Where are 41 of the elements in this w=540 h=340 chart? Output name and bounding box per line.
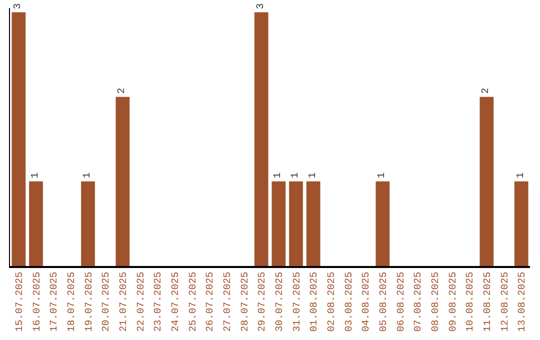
x-tick-label: 01.08.2025 xyxy=(310,272,321,332)
data-label: 1 xyxy=(290,172,302,178)
x-tick-label: 27.07.2025 xyxy=(222,272,234,332)
data-label: 1 xyxy=(30,172,42,178)
data-label: 2 xyxy=(481,88,492,94)
x-tick-label: 15.07.2025 xyxy=(14,272,26,332)
data-label: 1 xyxy=(273,172,284,178)
x-tick-label: 22.07.2025 xyxy=(136,272,148,332)
x-tick-label: 23.07.2025 xyxy=(154,272,165,332)
x-tick-label: 26.07.2025 xyxy=(206,272,217,332)
data-label: 1 xyxy=(377,172,388,178)
x-tick-label: 19.07.2025 xyxy=(84,272,96,332)
x-tick-label: 06.08.2025 xyxy=(396,272,408,332)
x-tick-label: 20.07.2025 xyxy=(102,272,113,332)
data-label: 1 xyxy=(516,172,527,178)
x-tick-label: 03.08.2025 xyxy=(344,272,356,332)
data-label: 1 xyxy=(308,172,319,178)
x-tick-label: 30.07.2025 xyxy=(274,272,286,332)
x-tick-label: 02.08.2025 xyxy=(326,272,338,332)
x-tick-label: 10.08.2025 xyxy=(466,272,477,332)
x-tick-label: 08.08.2025 xyxy=(430,272,442,332)
x-tick-label: 21.07.2025 xyxy=(118,272,130,332)
x-tick-label: 25.07.2025 xyxy=(188,272,200,332)
x-tick-label: 18.07.2025 xyxy=(66,272,78,332)
x-tick-label: 29.07.2025 xyxy=(258,272,269,332)
x-tick-label: 09.08.2025 xyxy=(448,272,460,332)
x-tick-label: 17.07.2025 xyxy=(50,272,61,332)
x-tick-label: 11.08.2025 xyxy=(482,272,494,332)
x-tick-label: 07.08.2025 xyxy=(414,272,425,332)
x-tick-label: 24.07.2025 xyxy=(170,272,182,332)
x-tick-label: 05.08.2025 xyxy=(378,272,390,332)
x-tick-label: 12.08.2025 xyxy=(500,272,512,332)
data-label: 3 xyxy=(13,3,24,10)
x-tick-label: 04.08.2025 xyxy=(362,272,373,332)
x-tick-label: 28.07.2025 xyxy=(240,272,252,332)
x-tick-label: 16.07.2025 xyxy=(32,272,44,332)
data-label: 2 xyxy=(117,88,128,94)
x-tick-label: 31.07.2025 xyxy=(292,272,304,332)
data-label: 3 xyxy=(256,3,267,10)
x-tick-label: 13.08.2025 xyxy=(518,272,529,332)
data-label: 1 xyxy=(82,172,94,178)
